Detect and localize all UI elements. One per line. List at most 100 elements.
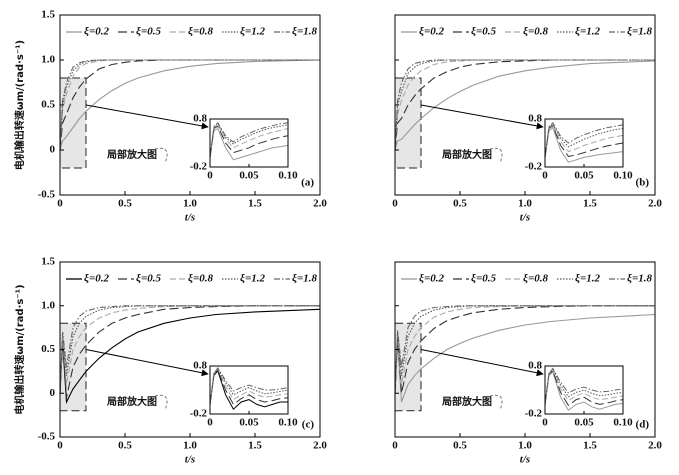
annotation-pointer xyxy=(154,394,168,411)
legend-label: ξ=0.8 xyxy=(523,273,548,285)
series-line xyxy=(59,59,320,151)
x-axis-label: t/s xyxy=(185,212,195,224)
inset-x-tick-label: 0 xyxy=(207,170,213,182)
inset-x-tick-label: 0 xyxy=(542,417,548,429)
series-line xyxy=(394,305,655,394)
y-tick-label: 1.5 xyxy=(41,9,55,21)
inset-x-tick-label: 0 xyxy=(542,170,548,182)
inset-line xyxy=(209,121,289,158)
legend-label: ξ=1.2 xyxy=(575,26,600,38)
inset-line xyxy=(544,367,624,405)
series-line xyxy=(59,59,320,151)
legend-label: ξ=0.8 xyxy=(188,26,213,38)
series-line xyxy=(394,305,655,394)
inset-y-tick-label: 0.8 xyxy=(193,360,207,372)
legend-label: ξ=1.2 xyxy=(240,26,265,38)
inset-x-tick-label: 0.05 xyxy=(239,170,259,182)
y-tick-label: 0 xyxy=(50,144,56,156)
panel-label: (c) xyxy=(302,419,315,431)
x-tick-label: 1.0 xyxy=(518,198,532,210)
series-line xyxy=(59,308,321,405)
inset-y-tick-label: 0.8 xyxy=(193,113,207,125)
series-line xyxy=(394,60,656,151)
inset-background xyxy=(210,366,288,414)
inset-y-tick-label: -0.2 xyxy=(190,161,208,173)
x-tick-label: 1.5 xyxy=(248,440,262,452)
y-tick-label: 1.5 xyxy=(41,256,55,268)
y-tick-label: -0.5 xyxy=(38,189,56,201)
legend-label: ξ=0.2 xyxy=(419,26,444,38)
series-line xyxy=(59,305,320,394)
annotation-pointer xyxy=(489,394,503,411)
x-tick-label: 1.5 xyxy=(248,198,262,210)
annotation-pointer xyxy=(154,147,168,164)
inset-x-tick-label: 0.10 xyxy=(278,170,298,182)
inset-y-tick-label: 0.8 xyxy=(528,113,542,125)
inset-y-tick-label: -0.2 xyxy=(525,161,543,173)
legend-label: ξ=0.8 xyxy=(523,26,548,38)
inset-x-tick-label: 0.05 xyxy=(574,417,594,429)
legend-label: ξ=1.8 xyxy=(627,26,652,38)
inset-line xyxy=(544,121,624,158)
series-line xyxy=(394,313,656,403)
annotation-pointer xyxy=(489,147,503,164)
inset-x-tick-label: 0 xyxy=(207,417,213,429)
inset-x-tick-label: 0.05 xyxy=(239,417,259,429)
x-tick-label: 0.5 xyxy=(453,440,467,452)
legend-label: ξ=1.8 xyxy=(627,273,652,285)
inset-y-tick-label: 0.8 xyxy=(528,360,542,372)
legend-label: ξ=0.5 xyxy=(471,26,496,38)
x-tick-label: 2.0 xyxy=(313,440,327,452)
inset-x-tick-label: 0.10 xyxy=(613,417,633,429)
annotation: 局部放大图 xyxy=(106,148,157,161)
inset-background xyxy=(210,119,288,167)
inset-line xyxy=(544,370,624,411)
zoom-arrow xyxy=(420,104,544,130)
x-tick-label: 0 xyxy=(392,440,398,452)
x-axis-label: t/s xyxy=(520,212,530,224)
inset-y-tick-label: -0.2 xyxy=(190,408,208,420)
inset-line xyxy=(544,124,624,158)
legend-label: ξ=0.2 xyxy=(84,26,109,38)
legend-label: ξ=0.2 xyxy=(419,273,444,285)
inset-line xyxy=(544,124,624,158)
x-axis-label: t/s xyxy=(520,454,530,466)
series-line xyxy=(394,305,655,394)
y-tick-label: 0.5 xyxy=(41,343,55,355)
inset-line xyxy=(209,367,289,405)
inset-y-tick-label: -0.2 xyxy=(525,408,543,420)
inset-x-tick-label: 0.10 xyxy=(613,170,633,182)
legend-label: ξ=0.8 xyxy=(188,273,213,285)
annotation: 局部放大图 xyxy=(441,148,492,161)
inset-line xyxy=(209,368,289,406)
inset-line xyxy=(209,367,289,405)
panel-label: (d) xyxy=(636,419,650,431)
inset-x-tick-label: 0.05 xyxy=(574,170,594,182)
zoom-region xyxy=(59,77,87,169)
x-tick-label: 0.5 xyxy=(118,198,132,210)
zoom-arrow xyxy=(85,104,209,130)
annotation: 局部放大图 xyxy=(106,395,157,408)
inset-line xyxy=(209,123,289,158)
x-tick-label: 2.0 xyxy=(648,440,662,452)
y-tick-label: -0.5 xyxy=(38,431,56,443)
inset-line xyxy=(544,126,624,163)
x-tick-label: 0 xyxy=(57,440,63,452)
y-tick-label: 0.5 xyxy=(41,99,55,111)
legend-label: ξ=1.2 xyxy=(575,273,600,285)
inset-background xyxy=(545,366,623,414)
inset-line xyxy=(544,368,624,405)
zoom-arrow xyxy=(85,349,209,377)
series-line xyxy=(394,59,655,151)
inset-line xyxy=(209,125,289,158)
x-tick-label: 0 xyxy=(392,198,398,210)
x-tick-label: 2.0 xyxy=(313,198,327,210)
x-tick-label: 0.5 xyxy=(453,198,467,210)
x-tick-label: 1.5 xyxy=(583,440,597,452)
legend-label: ξ=0.5 xyxy=(136,273,161,285)
legend-label: ξ=0.2 xyxy=(84,273,109,285)
x-tick-label: 2.0 xyxy=(648,198,662,210)
x-tick-label: 1.5 xyxy=(583,198,597,210)
zoom-arrow xyxy=(420,349,544,377)
